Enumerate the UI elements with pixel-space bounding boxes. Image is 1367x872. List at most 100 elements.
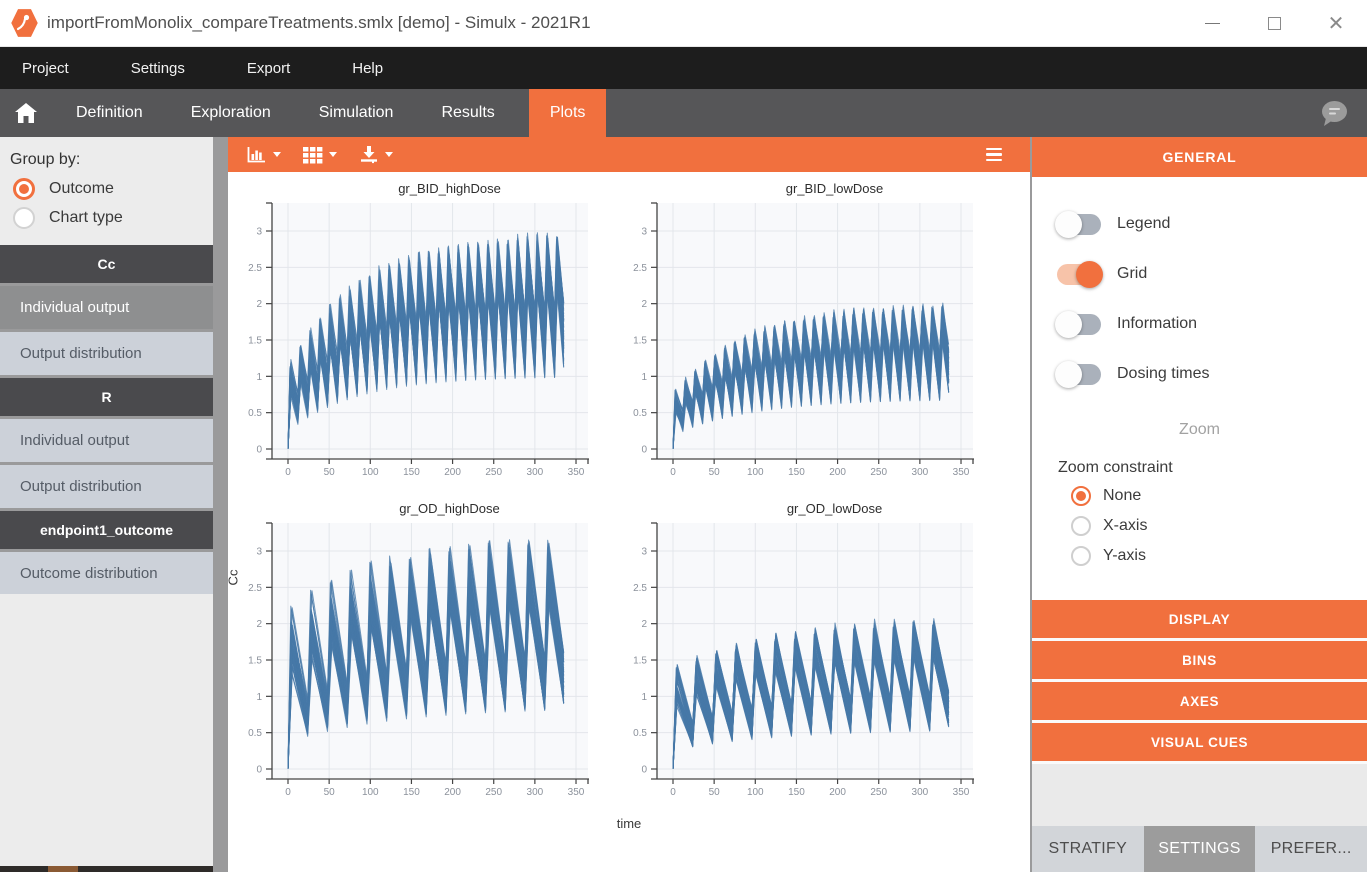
radio-outcome[interactable] xyxy=(13,178,35,200)
sidebar-item-cc-individual-output[interactable]: Individual output xyxy=(0,286,213,329)
general-section-header[interactable]: GENERAL xyxy=(1032,137,1367,177)
chart-bid-highdose[interactable]: 0 0.5 1 1.5 2 2.5 3 0 50 100 150 200 250 300 350 xyxy=(242,201,627,491)
zoom-constraint-none[interactable]: None xyxy=(1032,481,1367,511)
svg-text:2: 2 xyxy=(256,299,262,310)
display-section-header[interactable]: DISPLAY xyxy=(1032,600,1367,638)
tab-simulation[interactable]: Simulation xyxy=(318,104,394,121)
dosing-times-toggle[interactable] xyxy=(1055,360,1101,388)
chart-type-icon xyxy=(247,146,265,162)
home-icon xyxy=(15,103,37,123)
bins-section-header[interactable]: BINS xyxy=(1032,641,1367,679)
svg-text:2: 2 xyxy=(256,619,262,630)
svg-text:150: 150 xyxy=(788,467,805,478)
visual-cues-section-header[interactable]: VISUAL CUES xyxy=(1032,723,1367,761)
group-by-section: Group by: Outcome Chart type xyxy=(0,137,213,245)
svg-text:150: 150 xyxy=(788,787,805,798)
feedback-chat-icon[interactable] xyxy=(1319,98,1349,133)
group-by-outcome-option[interactable]: Outcome xyxy=(10,178,203,200)
svg-text:350: 350 xyxy=(568,467,585,478)
tab-settings[interactable]: SETTINGS xyxy=(1143,826,1256,872)
menu-project[interactable]: Project xyxy=(22,59,69,77)
svg-text:100: 100 xyxy=(747,467,764,478)
chart-cell-od-highdose: gr_OD_highDose 0 0.5 1 1.5 2 2.5 3 0 50 100 150 200… xyxy=(242,496,627,816)
plots-sidebar: Group by: Outcome Chart type Cc Individu… xyxy=(0,137,213,872)
zoom-constraint-y-axis[interactable]: Y-axis xyxy=(1032,541,1367,571)
tab-exploration[interactable]: Exploration xyxy=(190,104,271,121)
maximize-button[interactable] xyxy=(1243,0,1305,47)
svg-text:2: 2 xyxy=(641,619,647,630)
chart-title: gr_BID_highDose xyxy=(398,181,501,196)
menu-settings[interactable]: Settings xyxy=(130,59,185,77)
tab-preferences[interactable]: PREFER... xyxy=(1255,826,1367,872)
window-title: importFromMonolix_compareTreatments.smlx… xyxy=(47,13,591,32)
y-axis-label: Cc xyxy=(225,569,241,586)
svg-text:250: 250 xyxy=(485,787,502,798)
home-tab[interactable] xyxy=(0,89,52,137)
svg-text:0: 0 xyxy=(641,445,647,456)
svg-text:300: 300 xyxy=(527,787,544,798)
chart-bid-lowdose[interactable]: 0 0.5 1 1.5 2 2.5 3 0 50 100 150 200 250 300 350 xyxy=(627,201,1012,491)
zoom-constraint-x-axis[interactable]: X-axis xyxy=(1032,511,1367,541)
sidebar-item-r-output-distribution[interactable]: Output distribution xyxy=(0,465,213,508)
svg-text:50: 50 xyxy=(324,787,336,798)
radio-y-axis[interactable] xyxy=(1071,546,1091,566)
tab-results[interactable]: Results xyxy=(441,104,495,121)
svg-text:0: 0 xyxy=(256,765,262,776)
menu-help[interactable]: Help xyxy=(352,59,384,77)
svg-text:0.5: 0.5 xyxy=(248,728,262,739)
radio-none[interactable] xyxy=(1071,486,1091,506)
zoom-button[interactable]: Zoom xyxy=(1179,421,1220,438)
svg-text:300: 300 xyxy=(912,467,929,478)
svg-text:200: 200 xyxy=(444,467,461,478)
settings-panel: GENERAL Legend Grid Information Dosing t… xyxy=(1032,137,1367,872)
svg-text:2.5: 2.5 xyxy=(633,583,647,594)
svg-text:1.5: 1.5 xyxy=(633,336,647,347)
radio-x-axis[interactable] xyxy=(1071,516,1091,536)
grid-toggle-label: Grid xyxy=(1117,265,1148,282)
layout-grid-dropdown[interactable] xyxy=(303,146,337,164)
svg-text:200: 200 xyxy=(829,787,846,798)
group-by-charttype-option[interactable]: Chart type xyxy=(10,207,203,229)
simulx-logo-icon xyxy=(11,9,38,37)
sidebar-item-cc-output-distribution[interactable]: Output distribution xyxy=(0,332,213,375)
svg-text:0: 0 xyxy=(285,467,291,478)
tab-definition[interactable]: Definition xyxy=(76,104,143,121)
radio-x-axis-label: X-axis xyxy=(1103,517,1148,534)
menu-icon[interactable] xyxy=(986,145,1002,165)
sidebar-item-r-individual-output[interactable]: Individual output xyxy=(0,419,213,462)
radio-y-axis-label: Y-axis xyxy=(1103,547,1146,564)
svg-text:0: 0 xyxy=(641,765,647,776)
tab-stratify[interactable]: STRATIFY xyxy=(1032,826,1144,872)
legend-toggle-label: Legend xyxy=(1117,215,1171,232)
svg-text:200: 200 xyxy=(829,467,846,478)
tab-bar: Definition Exploration Simulation Result… xyxy=(0,89,1367,137)
chart-type-dropdown[interactable] xyxy=(246,146,281,164)
radio-chart-type[interactable] xyxy=(13,207,35,229)
svg-text:300: 300 xyxy=(527,467,544,478)
tab-plots[interactable]: Plots xyxy=(528,89,607,137)
radio-chart-type-label: Chart type xyxy=(49,209,123,226)
svg-text:3: 3 xyxy=(256,227,262,238)
export-plot-dropdown[interactable] xyxy=(359,145,393,164)
svg-text:0.5: 0.5 xyxy=(633,728,647,739)
sidebar-item-outcome-distribution[interactable]: Outcome distribution xyxy=(0,552,213,595)
svg-text:0.5: 0.5 xyxy=(633,408,647,419)
svg-text:200: 200 xyxy=(444,787,461,798)
svg-text:350: 350 xyxy=(953,467,970,478)
minimize-button[interactable] xyxy=(1181,0,1243,47)
svg-text:1.5: 1.5 xyxy=(248,336,262,347)
export-icon xyxy=(361,146,377,164)
svg-text:1: 1 xyxy=(256,692,262,703)
svg-text:100: 100 xyxy=(747,787,764,798)
chevron-down-icon xyxy=(329,152,337,157)
information-toggle[interactable] xyxy=(1055,310,1101,338)
svg-text:1.5: 1.5 xyxy=(248,656,262,667)
close-button[interactable]: ✕ xyxy=(1327,13,1345,35)
legend-toggle[interactable] xyxy=(1055,210,1101,238)
svg-text:2.5: 2.5 xyxy=(248,583,262,594)
menu-export[interactable]: Export xyxy=(246,59,291,77)
chart-od-lowdose[interactable]: 0 0.5 1 1.5 2 2.5 3 0 50 100 150 200 250 300 350 xyxy=(627,521,1012,811)
axes-section-header[interactable]: AXES xyxy=(1032,682,1367,720)
grid-toggle[interactable] xyxy=(1057,260,1103,288)
chart-od-highdose[interactable]: 0 0.5 1 1.5 2 2.5 3 0 50 100 150 200 250 300 350 xyxy=(242,521,627,811)
